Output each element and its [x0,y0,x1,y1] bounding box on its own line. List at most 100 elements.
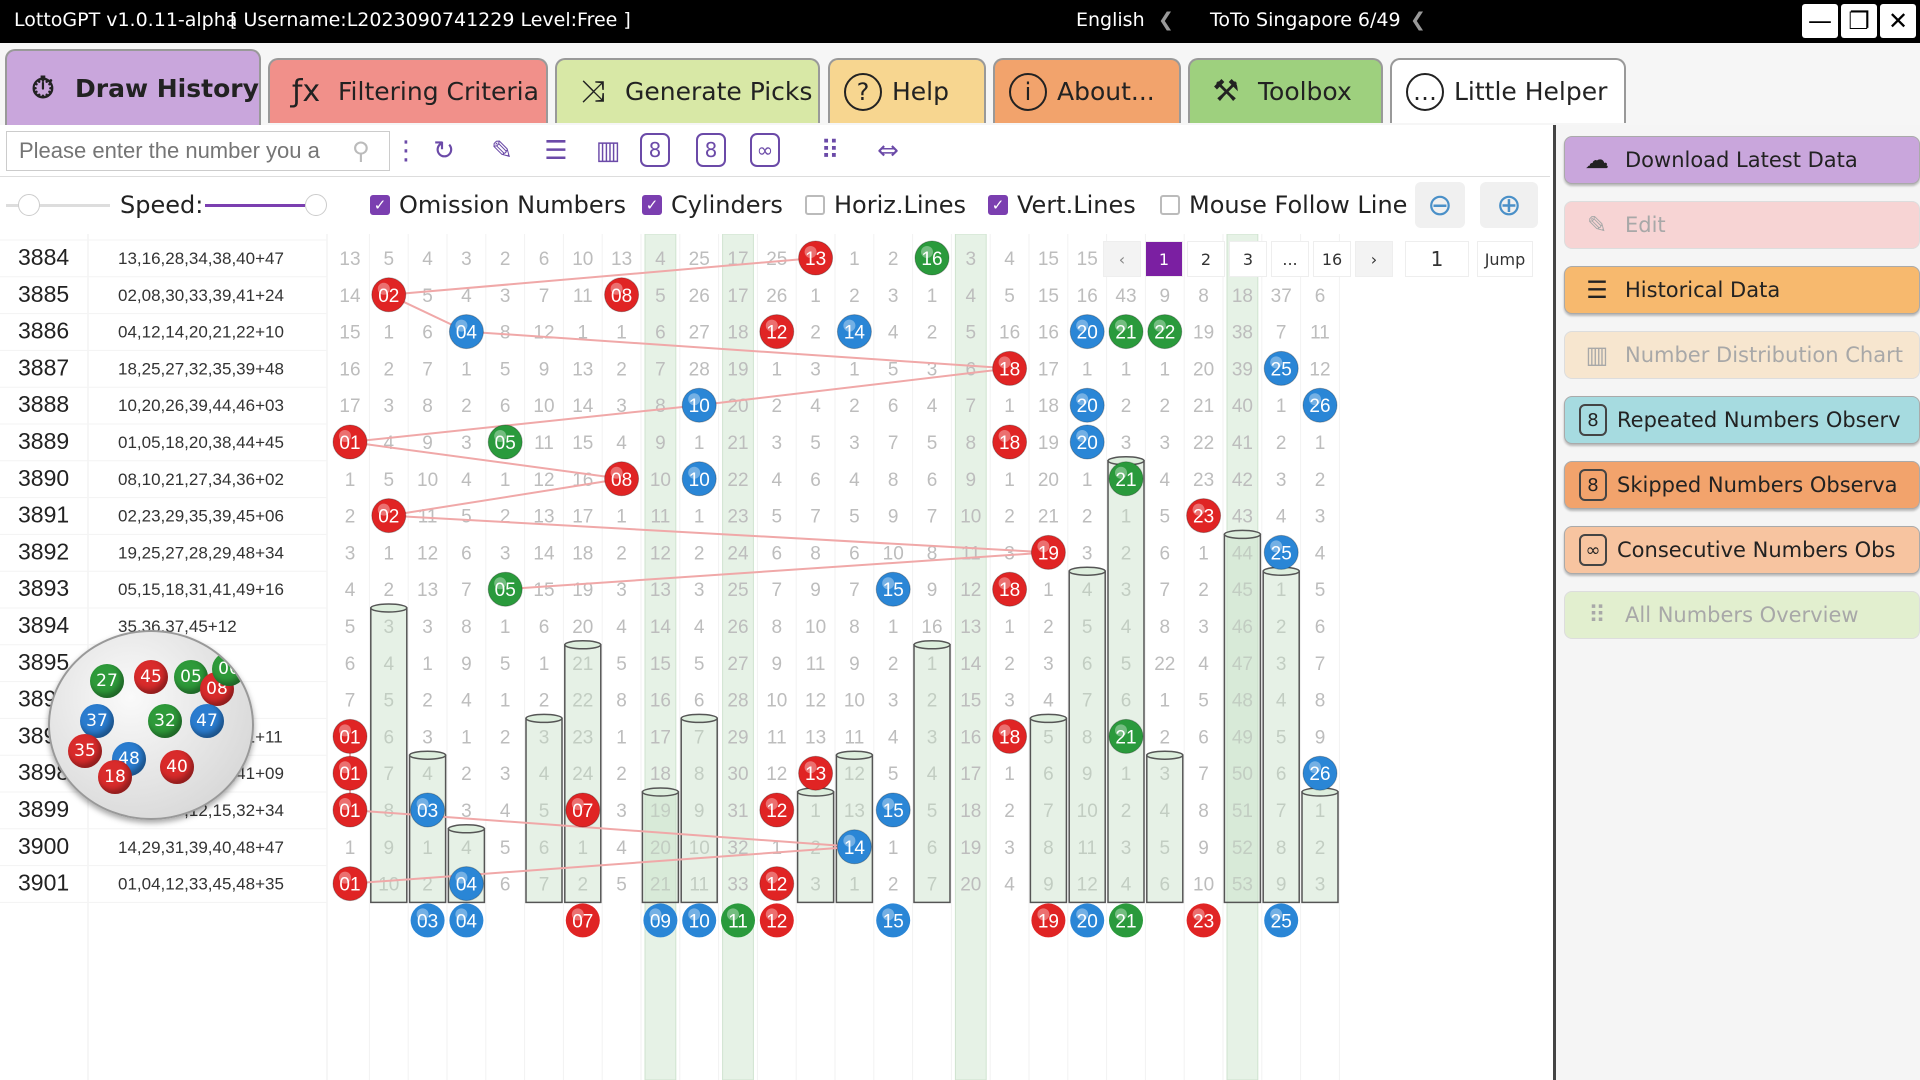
number-ball[interactable]: 12 [759,792,795,828]
language-prev-icon[interactable]: ❮ [1158,9,1174,31]
page-2[interactable]: 2 [1187,241,1225,277]
repeated-numbers-observ-button[interactable]: 8 Repeated Numbers Observ [1564,396,1920,444]
number-ball[interactable]: 14 [836,314,872,350]
summary-ball[interactable]: 21 [1109,903,1143,938]
number-ball[interactable]: 19 [1030,534,1066,570]
number-ball[interactable]: 10 [681,387,717,423]
number-ball[interactable]: 20 [1069,387,1105,423]
number-ball[interactable]: 02 [371,277,407,313]
option-omission-numbers[interactable]: ✓ Omission Numbers [370,191,626,219]
number-ball[interactable]: 20 [1069,314,1105,350]
draw-history-grid[interactable]: 3884 13,16,28,34,38,40+47 13 5 4 3 2 6 10 13 4 25 17… [0,234,1547,1080]
number-ball[interactable]: 21 [1108,718,1144,754]
number-ball[interactable]: 08 [604,461,640,497]
repeat-icon[interactable]: 8 [640,133,670,167]
left-slider-handle[interactable] [18,194,40,216]
page-16[interactable]: 16 [1313,241,1351,277]
checkbox[interactable] [1160,195,1180,215]
number-ball[interactable]: 03 [410,792,446,828]
edit-note-icon[interactable]: ✎ [491,136,513,166]
number-ball[interactable]: 05 [487,571,523,607]
edit-button[interactable]: ✎ Edit [1564,201,1920,249]
checkbox[interactable]: ✓ [642,195,662,215]
number-ball[interactable]: 18 [992,718,1028,754]
lotto-ball-machine[interactable]: 27 45 05 08 06 37 32 47 35 48 40 18 [48,630,254,820]
page-1[interactable]: 1 [1145,241,1183,277]
option-cylinders[interactable]: ✓ Cylinders [642,191,783,219]
number-ball[interactable]: 04 [448,866,484,902]
tab-filtering-criteria[interactable]: ƒx Filtering Criteria [268,58,548,123]
number-ball[interactable]: 22 [1147,314,1183,350]
summary-ball[interactable]: 15 [876,903,911,938]
number-ball[interactable]: 21 [1108,461,1144,497]
summary-ball[interactable]: 20 [1070,903,1105,938]
checkbox[interactable] [805,195,825,215]
number-ball[interactable]: 26 [1302,387,1338,423]
skip-icon[interactable]: 8 [696,133,726,167]
resize-width-icon[interactable]: ⇔ [877,136,899,166]
summary-ball[interactable]: 11 [721,903,755,938]
number-ball[interactable]: 01 [332,718,368,754]
number-ball[interactable]: 18 [992,350,1028,386]
tab-little-helper[interactable]: … Little Helper [1390,58,1626,123]
checkbox[interactable]: ✓ [370,195,390,215]
number-ball[interactable]: 16 [914,240,950,276]
number-ball[interactable]: 01 [332,424,368,460]
number-ball[interactable]: 14 [836,829,872,865]
number-ball[interactable]: 12 [759,314,795,350]
option-horiz-lines[interactable]: Horiz.Lines [805,191,966,219]
number-ball[interactable]: 25 [1263,350,1299,386]
tab-about[interactable]: i About... [993,58,1181,123]
option-vert-lines[interactable]: ✓ Vert.Lines [988,191,1136,219]
zoom-in-button[interactable]: ⊕ [1480,182,1538,228]
speed-slider-track[interactable] [205,204,305,207]
summary-ball[interactable]: 19 [1031,903,1066,938]
number-ball[interactable]: 01 [332,755,368,791]
summary-ball[interactable]: 12 [759,903,794,938]
number-ball[interactable]: 25 [1263,534,1299,570]
number-ball[interactable]: 21 [1108,314,1144,350]
game-selector[interactable]: ToTo Singapore 6/49 [1210,9,1401,31]
number-ball[interactable]: 15 [875,792,911,828]
number-ball[interactable]: 18 [992,424,1028,460]
number-ball[interactable]: 12 [759,866,795,902]
skipped-numbers-observa-button[interactable]: 8 Skipped Numbers Observa [1564,461,1920,509]
minimize-button[interactable]: — [1802,4,1838,38]
number-ball[interactable]: 23 [1186,498,1222,534]
number-ball[interactable]: 07 [565,792,601,828]
historical-data-button[interactable]: ☰ Historical Data [1564,266,1920,314]
download-latest-data-button[interactable]: ☁ Download Latest Data [1564,136,1920,184]
summary-ball[interactable]: 25 [1264,903,1299,938]
close-button[interactable]: ✕ [1880,4,1916,38]
number-ball[interactable]: 13 [798,240,834,276]
grid-dots-icon[interactable]: ⠿ [820,136,840,166]
tab-help[interactable]: ? Help [828,58,986,123]
number-ball[interactable]: 05 [487,424,523,460]
consecutive-icon[interactable]: ∞ [750,133,780,167]
page-ellipsis[interactable]: ... [1271,241,1309,277]
consecutive-numbers-obs-button[interactable]: ∞ Consecutive Numbers Obs [1564,526,1920,574]
number-ball[interactable]: 04 [448,314,484,350]
summary-ball[interactable]: 07 [565,903,600,938]
number-ball[interactable]: 26 [1302,755,1338,791]
restore-button[interactable]: ❐ [1841,4,1877,38]
number-ball[interactable]: 01 [332,792,368,828]
zoom-out-button[interactable]: ⊖ [1415,182,1465,228]
left-slider-track[interactable] [6,204,110,207]
refresh-icon[interactable]: ↻ [433,136,455,166]
search-input[interactable] [6,131,390,171]
number-ball[interactable]: 02 [371,498,407,534]
number-ball[interactable]: 08 [604,277,640,313]
summary-ball[interactable]: 10 [682,903,717,938]
summary-ball[interactable]: 09 [643,903,678,938]
pager-prev-button[interactable]: ‹ [1103,241,1141,277]
checkbox[interactable]: ✓ [988,195,1008,215]
number-ball[interactable]: 01 [332,866,368,902]
tab-generate-picks[interactable]: ⤨ Generate Picks [555,58,820,123]
summary-ball[interactable]: 23 [1186,903,1221,938]
summary-ball[interactable]: 04 [449,903,484,938]
draw-grid-canvas[interactable]: 3884 13,16,28,34,38,40+47 13 5 4 3 2 6 10 13 4 25 17… [0,234,1547,1080]
number-ball[interactable]: 13 [798,755,834,791]
number-ball[interactable]: 15 [875,571,911,607]
page-3[interactable]: 3 [1229,241,1267,277]
